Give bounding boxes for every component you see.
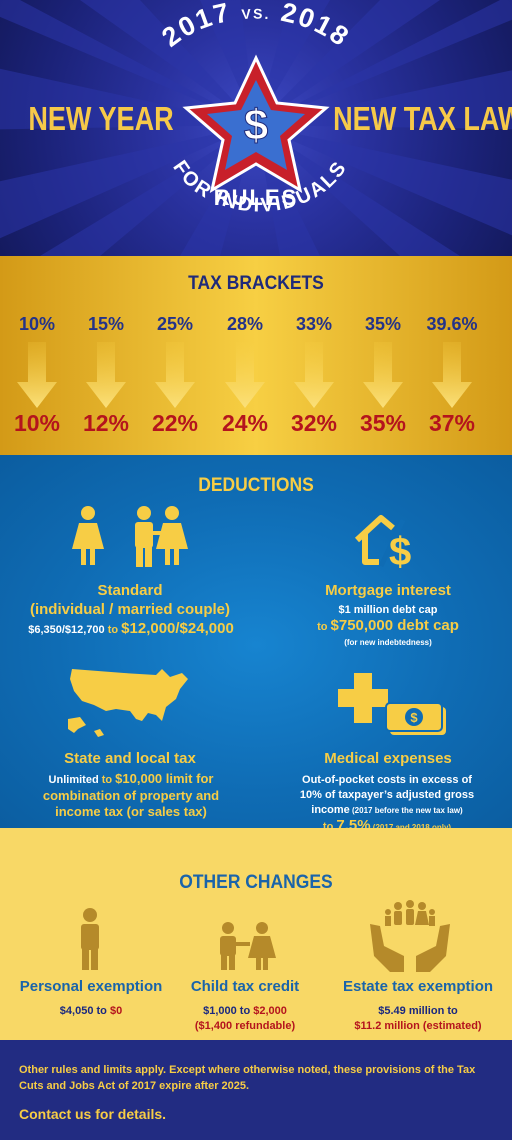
bracket-2018-rate: 24% bbox=[221, 410, 269, 436]
dollar-icon: $ bbox=[244, 101, 268, 150]
contact-link[interactable]: Contact us for details. bbox=[19, 1106, 167, 1122]
down-arrow-icon bbox=[155, 342, 195, 408]
vs-label: VS. bbox=[241, 5, 271, 22]
mortgage-label: Mortgage interest bbox=[325, 582, 451, 599]
personal-exemption-value: $4,050 to $0 bbox=[59, 1005, 123, 1017]
year-2017: 2017 bbox=[156, 0, 233, 53]
bracket-2018-rate: 10% bbox=[13, 410, 61, 436]
svg-text:$: $ bbox=[410, 710, 418, 725]
medical-label: Medical expenses bbox=[324, 750, 452, 767]
down-arrow-icon bbox=[294, 342, 334, 408]
deductions-title: DEDUCTIONS bbox=[198, 475, 314, 496]
estate-tax-label: Estate tax exemption bbox=[342, 978, 494, 995]
hero-arc-text: 2017 VS. 2018 $ RULES FOR INDIVIDUALS bbox=[156, 0, 355, 217]
other-changes-section: OTHER CHANGES bbox=[0, 828, 512, 1040]
footer: Other rules and limits apply. Except whe… bbox=[0, 1040, 512, 1140]
down-arrow-icon bbox=[363, 342, 403, 408]
svg-text:$: $ bbox=[389, 530, 411, 570]
mortgage-new: to $750,000 debt cap bbox=[317, 617, 459, 634]
star-icon bbox=[182, 54, 330, 194]
tax-brackets-title: TAX BRACKETS bbox=[188, 273, 324, 294]
bracket-2017-rate: 39.6% bbox=[426, 314, 478, 334]
bracket-2017-rate: 25% bbox=[156, 314, 194, 334]
personal-exemption-label: Personal exemption bbox=[19, 978, 163, 995]
bracket-2017-rate: 28% bbox=[226, 314, 264, 334]
bracket-column: 35% 35% bbox=[352, 314, 414, 444]
hero-banner: 2017 VS. 2018 $ RULES FOR INDIVIDUALS NE… bbox=[0, 0, 512, 256]
child-tax-credit-label: Child tax credit bbox=[190, 978, 300, 995]
down-arrow-icon bbox=[86, 342, 126, 408]
mortgage-old: $1 million debt cap bbox=[338, 604, 438, 616]
bracket-2017-rate: 33% bbox=[295, 314, 333, 334]
estate-tax-value: $5.49 million to $11.2 million (estimate… bbox=[354, 1005, 482, 1032]
bracket-2018-rate: 12% bbox=[82, 410, 130, 436]
standard-sublabel: (individual / married couple) bbox=[29, 601, 231, 618]
rules-label: RULES bbox=[214, 185, 299, 210]
family-hands-icon bbox=[370, 900, 450, 972]
new-tax-law-title: NEW TAX LAW bbox=[333, 100, 512, 137]
new-year-title: NEW YEAR bbox=[28, 100, 174, 137]
bracket-column: 33% 32% bbox=[283, 314, 345, 444]
state-local-value: Unlimited to $10,000 limit for combinati… bbox=[42, 771, 220, 819]
bracket-column: 25% 22% bbox=[144, 314, 206, 444]
bracket-2018-rate: 35% bbox=[359, 410, 407, 436]
mortgage-note: (for new indebtedness) bbox=[344, 638, 432, 647]
down-arrow-icon bbox=[432, 342, 472, 408]
child-tax-credit-value: $1,000 to $2,000 ($1,400 refundable) bbox=[194, 1005, 296, 1032]
children-icon bbox=[220, 922, 276, 970]
other-changes-title: OTHER CHANGES bbox=[179, 872, 333, 893]
person-icon bbox=[81, 908, 99, 970]
year-2018: 2018 bbox=[278, 0, 355, 53]
svg-text:2017 VS. 2: 2017 VS. 2018 bbox=[156, 0, 355, 53]
bracket-2017-rate: 10% bbox=[18, 314, 56, 334]
bracket-column: 10% 10% bbox=[6, 314, 68, 444]
down-arrow-icon bbox=[225, 342, 265, 408]
medical-cross-money-icon: $ bbox=[338, 673, 446, 735]
state-local-label: State and local tax bbox=[64, 750, 196, 767]
bracket-column: 39.6% 37% bbox=[421, 314, 483, 444]
bracket-2017-rate: 35% bbox=[364, 314, 402, 334]
standard-label: Standard bbox=[97, 582, 163, 599]
medical-value: Out-of-pocket costs in excess of 10% of … bbox=[299, 774, 475, 834]
usa-map-icon bbox=[68, 669, 188, 737]
bracket-column: 15% 12% bbox=[75, 314, 137, 444]
house-dollar-icon: $ bbox=[354, 515, 411, 570]
standard-value: $6,350/$12,700 to $12,000/$24,000 bbox=[28, 620, 234, 637]
bracket-2018-rate: 22% bbox=[151, 410, 199, 436]
individual-couple-icon bbox=[72, 506, 188, 567]
bracket-column: 28% 24% bbox=[214, 314, 276, 444]
sunburst-background bbox=[0, 0, 512, 256]
bracket-2018-rate: 32% bbox=[290, 410, 338, 436]
footer-note: Other rules and limits apply. Except whe… bbox=[19, 1064, 476, 1092]
tax-brackets-section: TAX BRACKETS 10% 10% 15% 12% 25% 22% 28% 24% 33%… bbox=[0, 256, 512, 455]
bracket-2018-rate: 37% bbox=[428, 410, 476, 436]
deductions-section: DEDUCTIONS $ bbox=[0, 455, 512, 833]
bracket-2017-rate: 15% bbox=[87, 314, 125, 334]
down-arrow-icon bbox=[17, 342, 57, 408]
